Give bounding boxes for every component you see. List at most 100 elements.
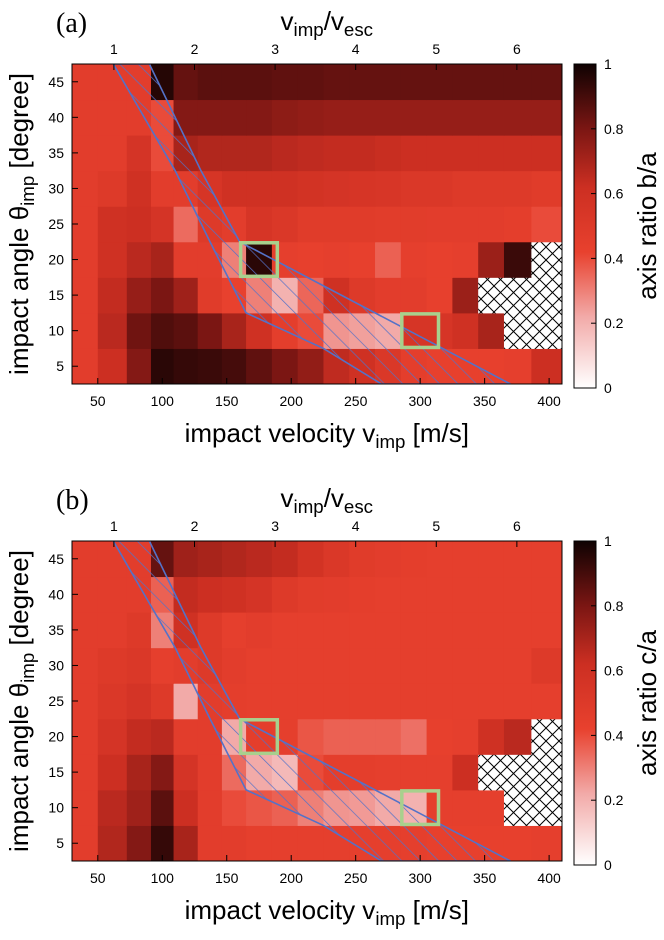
heatmap-cell <box>297 612 324 649</box>
heatmap-cell <box>197 825 223 861</box>
heatmap-cell <box>97 576 128 613</box>
top-tick-label: 3 <box>271 518 279 534</box>
heatmap-cell <box>426 576 453 613</box>
heatmap-cell <box>150 312 175 349</box>
heatmap-cell <box>173 277 199 314</box>
y-tick-label: 15 <box>48 287 64 303</box>
heatmap-cell <box>323 541 350 578</box>
heatmap-cell <box>197 612 223 649</box>
y-tick-label: 45 <box>48 74 64 90</box>
heatmap-cell <box>173 312 199 349</box>
x-axis-title-main: impact velocity v <box>185 895 376 925</box>
heatmap-cell <box>426 277 453 314</box>
heatmap-cell <box>503 241 532 278</box>
heatmap-cell <box>531 825 562 861</box>
heatmap-cell <box>150 241 175 278</box>
heatmap-cell <box>173 683 199 720</box>
top-axis-title-den: /v <box>324 6 344 36</box>
colorbar-tick-label: 0.6 <box>604 663 624 679</box>
hatched-band <box>112 541 511 861</box>
heatmap-cell <box>531 348 562 384</box>
heatmap-cell <box>126 825 152 861</box>
heatmap-cell <box>221 99 247 136</box>
heatmap-cell <box>478 135 505 172</box>
top-axis-title-num-sub: imp <box>294 19 324 40</box>
highlight-box <box>400 789 441 827</box>
heatmap-cell <box>452 754 479 791</box>
heatmap-cell <box>375 576 402 613</box>
heatmap-cell <box>452 64 479 101</box>
heatmap-cell <box>503 647 532 684</box>
y-tick-label: 10 <box>48 323 64 339</box>
x-tick-label: 300 <box>408 870 432 886</box>
y-tick-label: 30 <box>48 657 64 673</box>
heatmap-cell <box>126 718 152 755</box>
heatmap-cell <box>452 277 479 314</box>
top-tick-label: 3 <box>271 41 279 57</box>
y-tick-label: 15 <box>48 764 64 780</box>
top-axis-title-num: v <box>281 6 294 36</box>
heatmap-cell <box>97 825 128 861</box>
x-tick-label: 350 <box>473 393 497 409</box>
heatmap-cell <box>478 206 505 243</box>
heatmap-cell <box>297 348 324 384</box>
heatmap-cell <box>246 683 273 720</box>
heatmap-cell <box>426 683 453 720</box>
heatmap-cell <box>400 541 428 578</box>
heatmap-cell <box>221 348 247 384</box>
heatmap-cell <box>503 64 532 101</box>
heatmap-cell <box>531 576 562 613</box>
heatmap-cell <box>150 206 175 243</box>
y-axis-title: impact angle θimp [degree] <box>4 73 38 375</box>
heatmap-cell <box>246 541 273 578</box>
heatmap-cell <box>297 135 324 172</box>
heatmap-cell <box>426 647 453 684</box>
heatmap-cell <box>531 683 562 720</box>
y-tick-label: 20 <box>48 729 64 745</box>
heatmap-cell <box>126 647 152 684</box>
heatmap-cell <box>531 206 562 243</box>
heatmap-cell <box>531 647 562 684</box>
heatmap-cell <box>97 789 128 826</box>
heatmap-cell <box>323 683 350 720</box>
colorbar-tick-label: 0.2 <box>604 315 624 331</box>
x-axis-title: impact velocity vimp [m/s] <box>185 895 469 929</box>
heatmap-cell <box>426 612 453 649</box>
heatmap-cell <box>221 647 247 684</box>
x-axis-title: impact velocity vimp [m/s] <box>185 418 469 452</box>
heatmap-cell <box>271 647 299 684</box>
heatmap-cell <box>297 576 324 613</box>
heatmap-cell <box>221 612 247 649</box>
heatmap-cell <box>503 135 532 172</box>
heatmap-cell <box>503 612 532 649</box>
heatmap-cell <box>503 170 532 207</box>
heatmap-cell <box>400 206 428 243</box>
heatmap-cell <box>197 541 223 578</box>
heatmap-cell <box>297 64 324 101</box>
heatmap-cell <box>246 99 273 136</box>
heatmap-cell <box>452 683 479 720</box>
panel-label: (b) <box>56 485 89 516</box>
heatmap-cell <box>452 789 479 826</box>
y-tick-label: 40 <box>48 586 64 602</box>
heatmap-cell <box>197 348 223 384</box>
heatmap-cell <box>503 718 532 755</box>
heatmap-cell <box>173 348 199 384</box>
heatmap-cell <box>452 312 479 349</box>
heatmap-cell <box>426 754 453 791</box>
heatmap-cell <box>531 135 562 172</box>
x-tick-label: 50 <box>90 870 106 886</box>
heatmap-cell-crosshatch <box>531 754 562 791</box>
heatmap-cell <box>452 135 479 172</box>
x-tick-label: 400 <box>537 393 561 409</box>
heatmap-cell <box>297 647 324 684</box>
highlight-box <box>400 312 441 350</box>
heatmap-cell <box>323 99 350 136</box>
heatmap-cell <box>126 683 152 720</box>
heatmap-cell <box>400 647 428 684</box>
x-tick-label: 100 <box>151 393 175 409</box>
y-tick-label: 25 <box>48 216 64 232</box>
heatmap-cell <box>349 170 376 207</box>
y-axis-title-main: impact angle θ <box>4 683 34 852</box>
